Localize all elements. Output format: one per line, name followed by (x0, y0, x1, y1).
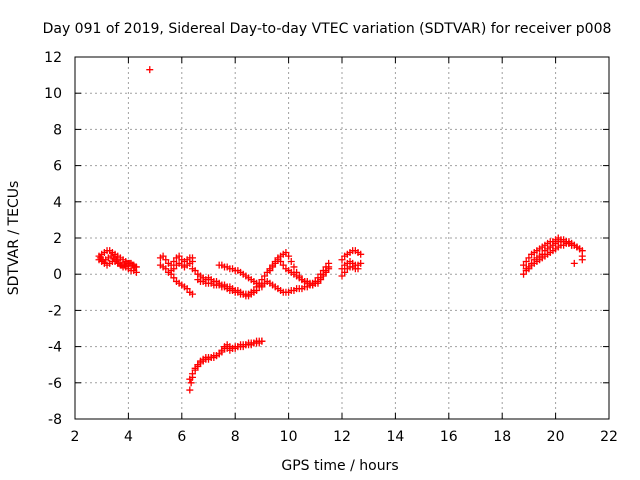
data-point (576, 245, 584, 253)
data-point (159, 252, 167, 260)
data-point (132, 268, 140, 276)
y-tick-label: 4 (53, 195, 62, 211)
data-point (170, 265, 178, 273)
data-point (188, 290, 196, 298)
data-point (131, 263, 139, 271)
data-point (568, 241, 576, 249)
data-point (538, 250, 546, 258)
x-tick-label: 16 (440, 429, 458, 445)
data-point (146, 66, 154, 74)
data-point (319, 267, 327, 275)
data-point (183, 285, 191, 293)
data-point (285, 252, 293, 260)
data-points (95, 66, 586, 394)
data-point (317, 270, 325, 278)
data-point (253, 286, 261, 294)
x-tick-label: 20 (547, 429, 565, 445)
x-axis-label: GPS time / hours (281, 458, 398, 474)
y-tick-label: -6 (48, 376, 62, 392)
data-point (570, 259, 578, 267)
chart-title: Day 091 of 2019, Sidereal Day-to-day VTE… (43, 21, 612, 37)
data-point (311, 277, 319, 285)
data-point (187, 379, 195, 387)
data-point (258, 337, 266, 345)
data-point (191, 366, 199, 374)
x-tick-label: 8 (231, 429, 240, 445)
data-point (520, 270, 528, 278)
x-tick-label: 10 (280, 429, 298, 445)
data-point (528, 259, 536, 267)
y-tick-label: -8 (48, 412, 62, 428)
data-point (314, 274, 322, 282)
y-tick-label: 0 (53, 267, 62, 283)
x-tick-label: 6 (177, 429, 186, 445)
x-tick-label: 12 (333, 429, 351, 445)
data-point (186, 386, 194, 394)
data-point (188, 258, 196, 266)
data-point (287, 258, 295, 266)
data-point (170, 258, 178, 266)
plot-frame (74, 56, 610, 420)
data-point (578, 256, 586, 264)
data-point (354, 265, 362, 273)
data-point (170, 274, 178, 282)
tick-labels: 2 4 6 8 10 12 14 16 18 20 22 -8 -6 -4 -2 0 2 4 6 8 10 12 (44, 50, 618, 445)
data-point (191, 267, 199, 275)
y-tick-label: 8 (53, 122, 62, 138)
data-point (188, 373, 196, 381)
data-point (282, 248, 290, 256)
grid-lines (75, 57, 609, 419)
data-point (271, 259, 279, 267)
data-point (357, 250, 365, 258)
data-point (525, 263, 533, 271)
y-tick-label: -4 (48, 340, 62, 356)
data-point (175, 252, 183, 260)
data-point (279, 261, 287, 269)
data-point (218, 346, 226, 354)
data-point (357, 259, 365, 267)
x-tick-label: 14 (386, 429, 404, 445)
data-point (269, 263, 277, 271)
data-point (162, 265, 170, 273)
x-tick-label: 2 (71, 429, 80, 445)
y-tick-label: 6 (53, 159, 62, 175)
data-point (290, 263, 298, 271)
x-tick-label: 18 (493, 429, 511, 445)
data-point (325, 259, 333, 267)
x-tick-label: 4 (124, 429, 133, 445)
data-point (215, 350, 223, 358)
data-point (520, 261, 528, 269)
data-point (525, 254, 533, 262)
x-tick-label: 22 (600, 429, 618, 445)
y-tick-label: 10 (44, 86, 62, 102)
data-point (322, 263, 330, 271)
data-point (522, 258, 530, 266)
data-point (277, 258, 285, 266)
data-point (112, 256, 120, 264)
data-point (261, 272, 269, 280)
y-tick-label: 12 (44, 50, 62, 66)
data-point (258, 283, 266, 291)
y-tick-label: 2 (53, 231, 62, 247)
data-point (338, 272, 346, 280)
data-point (338, 256, 346, 264)
y-axis-label: SDTVAR / TECUs (6, 181, 22, 296)
data-point (266, 267, 274, 275)
data-point (341, 268, 349, 276)
y-tick-label: -2 (48, 303, 62, 319)
data-point (194, 363, 202, 371)
data-point (162, 256, 170, 264)
